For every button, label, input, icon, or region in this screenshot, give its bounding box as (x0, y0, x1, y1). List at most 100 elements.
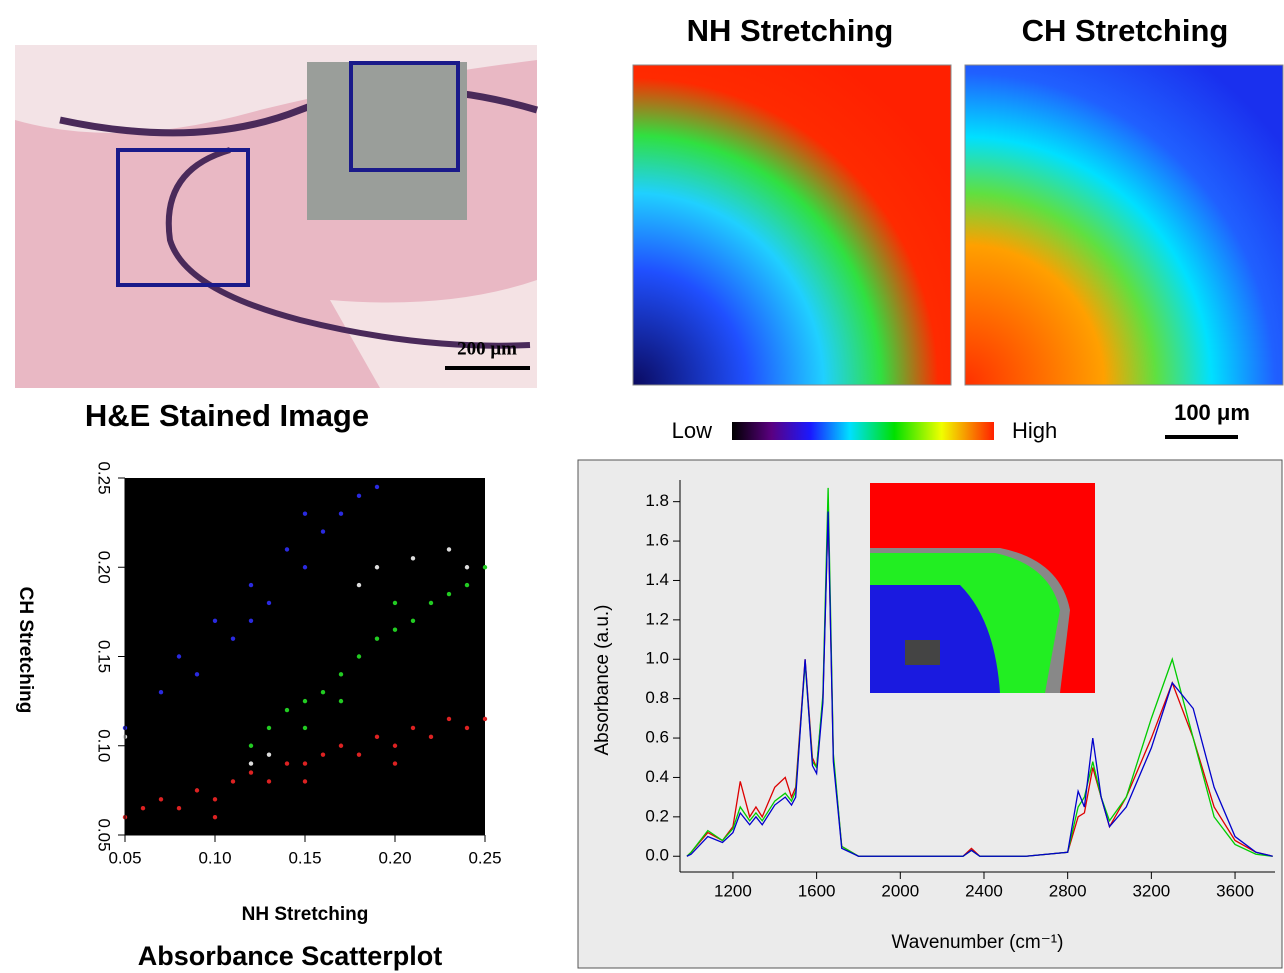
y-tick-label: 0.25 (95, 461, 114, 494)
point (357, 494, 361, 498)
point (483, 565, 487, 569)
point (321, 690, 325, 694)
y-axis-label: Absorbance (a.u.) (592, 604, 613, 755)
point (141, 806, 145, 810)
point (285, 547, 289, 551)
point (303, 761, 307, 765)
point (249, 744, 253, 748)
x-axis-label: Wavenumber (cm⁻¹) (892, 932, 1064, 953)
y-tick-label: 0.10 (95, 729, 114, 762)
x-tick-label: 1200 (714, 881, 752, 900)
point (429, 601, 433, 605)
point (303, 512, 307, 516)
y-tick-label: 1.2 (645, 609, 669, 628)
point (213, 619, 217, 623)
point (339, 672, 343, 676)
point (249, 583, 253, 587)
point (375, 485, 379, 489)
cluster-map-inset (870, 483, 1095, 693)
point (177, 806, 181, 810)
chart-title: Absorbance Scatterplot (138, 941, 443, 971)
point (429, 735, 433, 739)
point (357, 752, 361, 756)
x-tick-label: 2000 (881, 881, 919, 900)
x-tick-label: 0.15 (288, 848, 321, 867)
y-tick-label: 1.8 (645, 491, 669, 510)
point (231, 779, 235, 783)
point (339, 512, 343, 516)
point (357, 583, 361, 587)
point (393, 601, 397, 605)
point (159, 690, 163, 694)
x-tick-label: 0.20 (378, 848, 411, 867)
y-tick-label: 1.4 (645, 570, 669, 589)
figure: 200 μm H&E Stained Image NH Stretching C… (0, 0, 1284, 973)
map-title: NH Stretching (687, 13, 894, 48)
x-tick-label: 2400 (965, 881, 1003, 900)
point (483, 717, 487, 721)
x-tick-label: 3600 (1216, 881, 1254, 900)
point (303, 699, 307, 703)
point (303, 726, 307, 730)
point (447, 547, 451, 551)
point (213, 797, 217, 801)
he-image: 200 μm (15, 45, 537, 388)
x-tick-label: 2800 (1049, 881, 1087, 900)
y-tick-label: 0.8 (645, 688, 669, 707)
point (303, 779, 307, 783)
point (249, 770, 253, 774)
point (411, 556, 415, 560)
y-tick-label: 0.0 (645, 846, 669, 865)
point (267, 601, 271, 605)
y-tick-label: 0.15 (95, 640, 114, 673)
point (285, 761, 289, 765)
nh-map (633, 65, 951, 385)
x-tick-label: 0.10 (198, 848, 231, 867)
point (447, 717, 451, 721)
point (177, 654, 181, 658)
point (375, 565, 379, 569)
panel-title: H&E Stained Image (85, 398, 369, 433)
map-title: CH Stretching (1022, 13, 1229, 48)
y-tick-label: 0.2 (645, 806, 669, 825)
point (213, 815, 217, 819)
y-tick-label: 0.6 (645, 728, 669, 747)
scale-bar-label: 100 μm (1174, 400, 1250, 425)
y-tick-label: 0.4 (645, 767, 669, 786)
point (375, 735, 379, 739)
point (285, 708, 289, 712)
point (393, 628, 397, 632)
point (303, 565, 307, 569)
x-axis-label: NH Stretching (242, 904, 369, 925)
ch-map (965, 65, 1283, 385)
point (357, 654, 361, 658)
point (393, 744, 397, 748)
x-tick-label: 1600 (798, 881, 836, 900)
y-tick-label: 0.20 (95, 551, 114, 584)
point (447, 592, 451, 596)
point (375, 636, 379, 640)
colorbar-low: Low (672, 418, 712, 443)
point (195, 672, 199, 676)
point (321, 752, 325, 756)
point (267, 726, 271, 730)
colorbar-high: High (1012, 418, 1057, 443)
y-axis-label: CH Stretching (15, 587, 36, 714)
y-tick-label: 1.0 (645, 649, 669, 668)
point (249, 619, 253, 623)
point (465, 726, 469, 730)
point (195, 788, 199, 792)
point (267, 779, 271, 783)
scale-bar-label: 200 μm (457, 338, 517, 359)
point (393, 761, 397, 765)
point (465, 583, 469, 587)
x-tick-label: 0.25 (468, 848, 501, 867)
point (267, 752, 271, 756)
point (411, 619, 415, 623)
x-tick-label: 3200 (1132, 881, 1170, 900)
point (159, 797, 163, 801)
point (321, 529, 325, 533)
point (339, 699, 343, 703)
y-tick-label: 1.6 (645, 531, 669, 550)
point (249, 761, 253, 765)
